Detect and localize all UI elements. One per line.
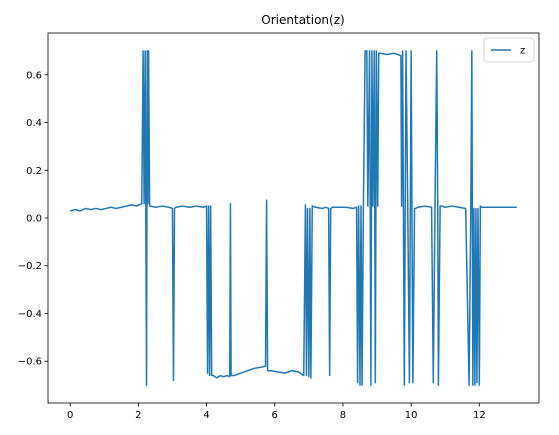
legend: z	[484, 38, 534, 62]
legend-label: z	[520, 46, 525, 57]
x-tick-label: 8	[340, 410, 346, 421]
x-tick-label: 6	[272, 410, 278, 421]
y-tick-label: 0.0	[26, 214, 42, 225]
y-tick-label: 0.6	[26, 70, 42, 81]
y-tick-label: 0.2	[26, 166, 42, 177]
x-tick-label: 12	[473, 410, 486, 421]
y-tick-label: −0.2	[18, 261, 42, 272]
x-tick-label: 4	[203, 410, 209, 421]
y-tick-label: −0.4	[18, 309, 42, 320]
y-tick-label: −0.6	[18, 357, 42, 368]
x-tick-label: 0	[67, 410, 73, 421]
chart-title: Orientation(z)	[261, 13, 344, 27]
x-tick-label: 2	[135, 410, 141, 421]
y-tick-label: 0.4	[26, 118, 42, 129]
x-tick-label: 10	[405, 410, 418, 421]
